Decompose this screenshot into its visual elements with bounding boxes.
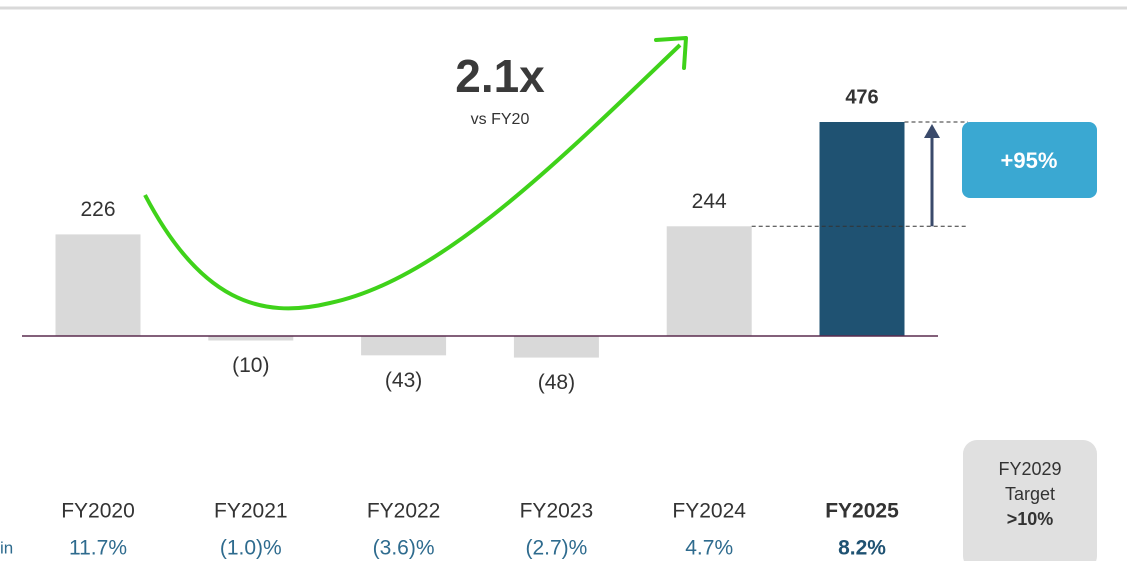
value-label: 226	[80, 198, 115, 221]
value-label: (10)	[232, 354, 269, 377]
bar	[819, 122, 905, 336]
bar	[208, 336, 294, 341]
category-label: FY2022	[367, 500, 441, 523]
category-label: FY2025	[825, 500, 899, 523]
category-label: FY2024	[672, 500, 746, 523]
growth-arrow	[143, 36, 688, 311]
growth-subtext: vs FY20	[471, 111, 530, 128]
value-label: 476	[845, 86, 878, 108]
margins-label: in	[0, 538, 13, 557]
margin-label: 8.2%	[838, 537, 886, 560]
value-label: (48)	[538, 371, 575, 394]
growth-headline: 2.1x	[455, 50, 545, 102]
target-box	[963, 440, 1097, 561]
category-label: FY2021	[214, 500, 288, 523]
margin-label: (2.7)%	[525, 537, 587, 560]
target-line: Target	[1005, 484, 1055, 504]
margin-label: (3.6)%	[373, 537, 435, 560]
margin-label: 11.7%	[69, 537, 127, 560]
change-box	[962, 122, 1097, 198]
bar	[666, 226, 752, 336]
category-label: FY2020	[61, 500, 135, 523]
margin-label: 4.7%	[685, 537, 733, 560]
target-value: >10%	[1007, 509, 1054, 529]
change-label: +95%	[1001, 148, 1058, 173]
value-label: 244	[692, 190, 727, 213]
change-arrowhead	[924, 124, 940, 138]
bar	[513, 336, 599, 358]
target-line: FY2029	[998, 459, 1061, 479]
value-label: (43)	[385, 369, 422, 392]
bar	[361, 336, 447, 356]
margin-label: (1.0)%	[220, 537, 282, 560]
bar	[55, 234, 141, 336]
category-label: FY2023	[520, 500, 594, 523]
